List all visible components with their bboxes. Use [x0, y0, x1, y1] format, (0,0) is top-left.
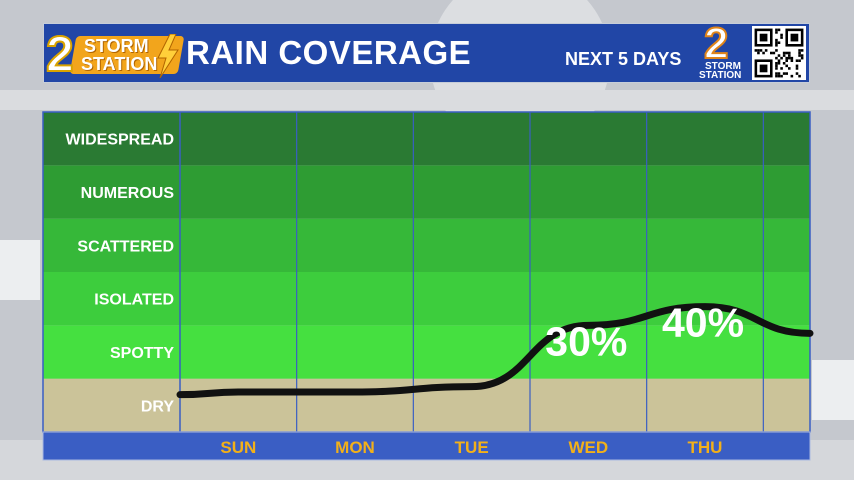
day-labels: SUN MON TUE WED THU: [220, 438, 722, 457]
coverage-labels: DRY SPOTTY ISOLATED SCATTERED NUMEROUS WIDESP…: [66, 132, 175, 416]
percent-label-wed: 30%: [545, 318, 627, 364]
band-numerous: [43, 165, 810, 219]
band-spotty: [43, 325, 810, 379]
lightning-bolt-icon: [157, 34, 179, 78]
small-logo-station-text: STATION: [698, 70, 743, 81]
qr-code-icon: [752, 26, 806, 80]
coverage-label-scattered: SCATTERED: [77, 238, 174, 255]
coverage-label-numerous: NUMEROUS: [81, 185, 175, 202]
logo-station-text: STATION: [81, 54, 158, 74]
x-axis-bar: [42, 431, 811, 461]
percent-label-thu: 40%: [662, 300, 744, 346]
coverage-label-spotty: SPOTTY: [110, 345, 174, 362]
day-label-thu: THU: [688, 438, 723, 457]
coverage-bands: [42, 111, 811, 433]
logo-number: 2: [45, 26, 75, 82]
rain-coverage-line: [176, 303, 814, 399]
percent-labels: 30% 40%: [545, 300, 744, 365]
band-isolated: [43, 272, 810, 326]
storm-station-small-logo: 2 STORM STATION: [698, 21, 750, 82]
storm-station-logo: 2 STORM STATION: [45, 26, 185, 82]
coverage-label-dry: DRY: [141, 398, 175, 415]
day-gridlines: [179, 112, 764, 460]
coverage-label-isolated: ISOLATED: [94, 292, 174, 309]
band-scattered: [43, 218, 810, 272]
small-logo-storm-text: STORM: [704, 61, 742, 72]
page-title: RAIN COVERAGE: [186, 34, 472, 71]
small-logo-number: 2: [703, 19, 730, 68]
page-subtitle: NEXT 5 DAYS: [565, 49, 682, 69]
logo-storm-text: STORM: [84, 36, 149, 56]
coverage-label-widespread: WIDESPREAD: [66, 132, 174, 149]
day-label-tue: TUE: [455, 438, 489, 457]
day-label-mon: MON: [335, 438, 375, 457]
day-label-wed: WED: [568, 438, 608, 457]
header-bar: 2 STORM STATION RAIN COVERAGE NEXT 5 DAY…: [43, 21, 810, 83]
day-label-sun: SUN: [220, 438, 256, 457]
band-widespread: [43, 112, 810, 166]
